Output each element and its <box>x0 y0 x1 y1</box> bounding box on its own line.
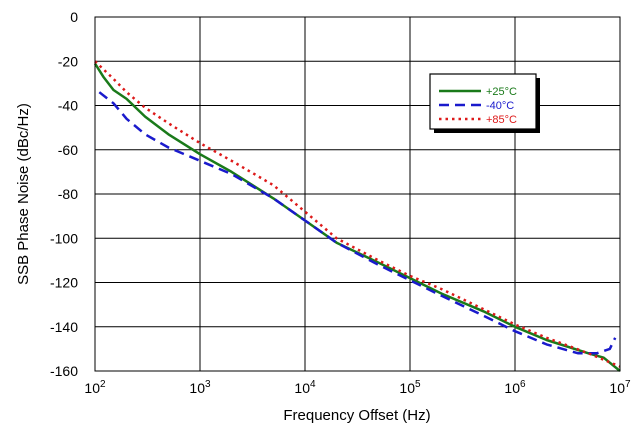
legend-label: +25°C <box>486 86 517 98</box>
y-tick-label: -60 <box>58 142 78 158</box>
series-line <box>98 91 617 355</box>
plot-frame <box>94 16 621 372</box>
y-axis-title: SSB Phase Noise (dBc/Hz) <box>15 103 32 285</box>
x-tick-label: 104 <box>294 379 316 396</box>
legend-label: +85°C <box>486 114 517 126</box>
series-line <box>94 60 621 368</box>
legend-items: +25°C -40°C +85°C <box>439 86 517 126</box>
y-tick-label: -20 <box>58 53 78 69</box>
x-tick-labels: 102 103 104 105 106 107 <box>84 379 631 396</box>
y-tick-label: 0 <box>70 9 78 25</box>
x-tick-label: 107 <box>609 379 631 396</box>
legend: +25°C -40°C +85°C <box>429 73 540 133</box>
x-axis-title: Frequency Offset (Hz) <box>283 407 430 424</box>
y-tick-labels: 0 -20 -40 -60 -80 -100 -120 -140 -160 <box>50 9 78 379</box>
legend-box <box>429 73 537 130</box>
y-tick-label: -40 <box>58 98 78 114</box>
x-tick-label: 105 <box>399 379 421 396</box>
y-tick-label: -80 <box>58 186 78 202</box>
y-tick-label: -100 <box>50 230 78 246</box>
y-tick-label: -140 <box>50 319 78 335</box>
series-layer <box>93 60 621 372</box>
legend-label: -40°C <box>486 100 514 112</box>
y-tick-label: -160 <box>50 363 78 379</box>
x-tick-label: 106 <box>504 379 526 396</box>
x-tick-label: 103 <box>189 379 211 396</box>
y-tick-label: -120 <box>50 275 78 291</box>
x-tick-label: 102 <box>84 379 106 396</box>
